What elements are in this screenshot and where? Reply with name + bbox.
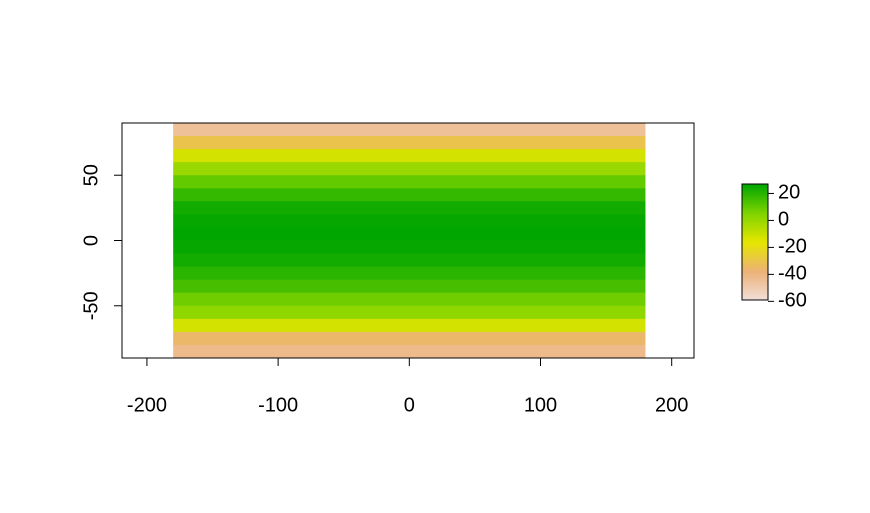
legend-swatch	[742, 284, 768, 287]
legend-swatch	[742, 191, 768, 195]
legend-tick-label: -40	[778, 263, 807, 285]
raster-band	[173, 292, 646, 307]
legend-swatch	[742, 232, 768, 235]
raster-band	[173, 175, 646, 189]
legend-swatch	[742, 274, 768, 278]
legend-tick-label: 20	[778, 182, 800, 204]
legend-swatch	[742, 255, 768, 258]
legend-swatch	[742, 197, 768, 200]
legend-box	[741, 183, 769, 301]
legend-swatch	[742, 249, 768, 253]
legend-swatch	[742, 294, 768, 297]
raster-band	[173, 253, 646, 268]
legend-swatch	[742, 290, 768, 293]
legend-swatch	[742, 259, 768, 262]
legend-swatch	[742, 228, 768, 231]
legend-swatch	[742, 253, 768, 257]
legend-swatch	[742, 226, 768, 229]
y-tick-label: 50	[80, 164, 102, 186]
legend-swatch	[742, 242, 768, 245]
legend-swatch	[742, 282, 768, 286]
x-tick-label: -200	[127, 394, 167, 416]
raster-band	[173, 266, 646, 281]
raster-band	[173, 188, 646, 202]
legend-swatch	[742, 195, 768, 199]
legend-swatch	[742, 296, 768, 299]
legend-swatch	[742, 209, 768, 212]
legend-swatch	[742, 276, 768, 280]
legend-swatch	[742, 261, 768, 264]
legend-swatch	[742, 238, 768, 241]
legend-swatch	[742, 243, 768, 247]
legend-swatch	[742, 207, 768, 210]
legend-swatch	[742, 218, 768, 222]
y-tick-label: -50	[80, 291, 102, 320]
raster-band	[173, 240, 646, 255]
legend-swatch	[742, 234, 768, 237]
raster-band	[173, 136, 646, 150]
raster-band	[173, 149, 646, 163]
legend-swatch	[742, 286, 768, 289]
legend-swatch	[742, 185, 768, 189]
legend-swatch	[742, 193, 768, 197]
legend-swatch	[742, 269, 768, 272]
legend-swatch	[742, 201, 768, 204]
raster-band	[173, 201, 646, 215]
legend-swatch	[742, 224, 768, 228]
legend-tick-label: -20	[778, 236, 807, 258]
legend-swatch	[742, 298, 768, 301]
legend-swatch	[742, 240, 768, 243]
legend-swatch	[742, 271, 768, 274]
raster-band	[173, 305, 646, 320]
y-tick-label: 0	[80, 235, 102, 246]
legend-swatch	[742, 272, 768, 276]
legend-swatch	[742, 220, 768, 224]
x-tick-label: 200	[655, 394, 688, 416]
legend-swatch	[742, 267, 768, 270]
raster-band	[173, 214, 646, 228]
x-tick-label: 100	[524, 394, 557, 416]
legend-swatch	[742, 216, 768, 220]
raster-band	[173, 344, 646, 359]
x-tick-label: -100	[258, 394, 298, 416]
raster-band	[173, 279, 646, 294]
raster-band	[173, 227, 646, 241]
x-tick-label: 0	[404, 394, 415, 416]
legend-swatch	[742, 292, 768, 295]
raster-band	[173, 162, 646, 176]
legend-swatch	[742, 184, 768, 187]
legend-swatch	[742, 257, 768, 260]
raster-band	[173, 318, 646, 333]
legend-swatch	[742, 199, 768, 202]
legend-swatch	[742, 236, 768, 239]
legend-swatch	[742, 230, 768, 233]
legend-swatch	[742, 189, 768, 193]
legend-tick-label: -60	[778, 290, 807, 312]
legend-swatch	[742, 247, 768, 251]
legend-swatch	[742, 278, 768, 282]
legend-swatch	[742, 280, 768, 284]
raster-band	[173, 123, 646, 137]
legend-swatch	[742, 288, 768, 291]
legend-swatch	[742, 222, 768, 226]
legend-swatch	[742, 214, 768, 218]
legend-swatch	[742, 187, 768, 191]
legend-swatch	[742, 213, 768, 216]
legend-swatch	[742, 245, 768, 249]
legend-tick-label: 0	[778, 209, 789, 231]
legend-swatch	[742, 265, 768, 268]
raster-band	[173, 331, 646, 346]
legend-swatch	[742, 263, 768, 266]
legend-swatch	[742, 251, 768, 255]
legend-swatch	[742, 211, 768, 214]
legend-swatch	[742, 203, 768, 206]
legend-swatch	[742, 205, 768, 208]
